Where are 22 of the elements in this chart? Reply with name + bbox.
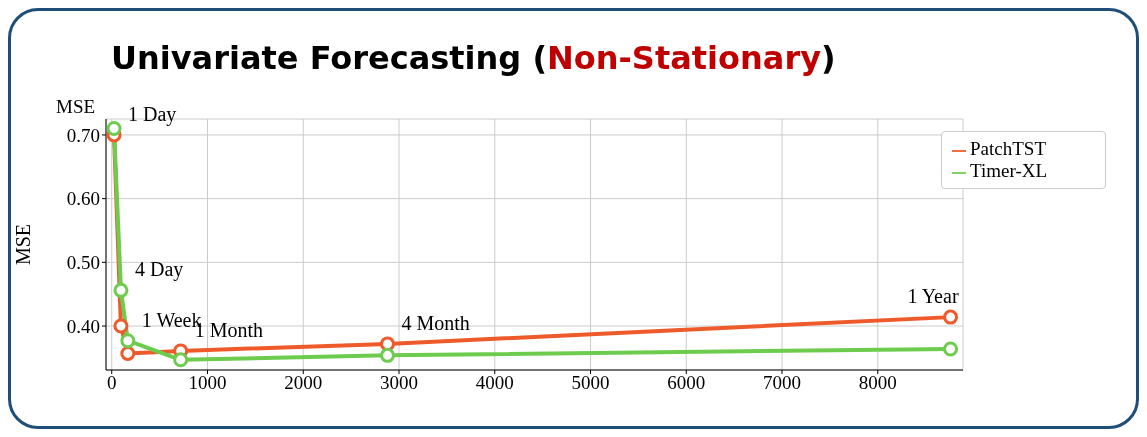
legend-label: PatchTST — [970, 138, 1046, 159]
text: MSE — [56, 96, 96, 118]
annotation: 1 Day — [128, 102, 177, 126]
y-tick-label: 0.60 — [66, 188, 100, 210]
y-tick-label: 0.40 — [66, 315, 100, 337]
x-tick-label: 7000 — [763, 372, 802, 394]
x-tick-label: 4000 — [475, 372, 514, 394]
annotation: 4 Day — [134, 258, 184, 282]
x-tick-label: 1000 — [188, 372, 227, 394]
chart-title: Univariate Forecasting (Non-Stationary) — [111, 39, 836, 77]
x-tick-label: 6000 — [667, 372, 706, 394]
annotation: 4 Month — [401, 311, 470, 334]
x-tick-label: 2000 — [284, 372, 323, 394]
legend-label: Timer-XL — [970, 160, 1048, 181]
x-tick-label: 0 — [107, 372, 117, 394]
y-tick-label: 0.50 — [66, 252, 100, 274]
y-tick-label: 0.70 — [66, 124, 100, 146]
annotation: 1 Year — [907, 285, 959, 308]
y-axis-title: MSE — [12, 223, 35, 266]
x-tick-label: 3000 — [380, 372, 419, 394]
x-tick-label: 8000 — [858, 372, 897, 394]
x-tick-label: 5000 — [571, 372, 610, 394]
